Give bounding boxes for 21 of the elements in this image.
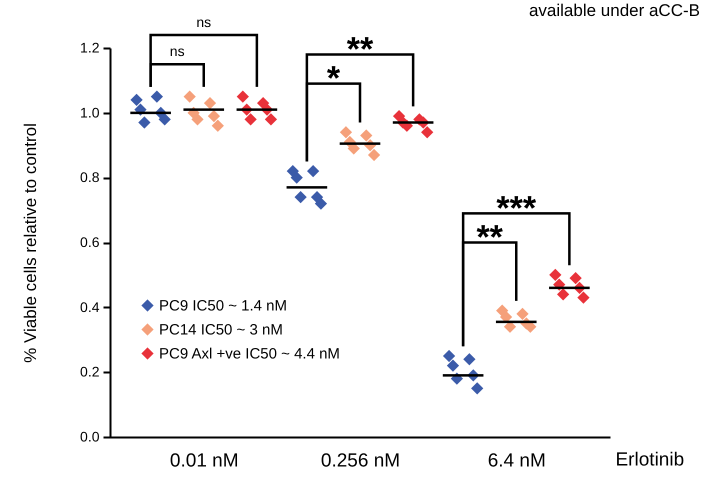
legend-label: PC9 Axl +ve IC50 ~ 4.4 nM (159, 346, 340, 362)
text: ns (196, 14, 212, 30)
annotation: * (326, 60, 341, 98)
x-tick-label: 6.4 nM (488, 450, 546, 472)
y-tick-label: 0.4 (80, 298, 100, 315)
legend-label: PC9 IC50 ~ 1.4 nM (159, 298, 287, 314)
y-tick-label: 1.0 (80, 104, 100, 120)
y-tick-label: 0.2 (80, 364, 100, 380)
legend-label: PC14 IC50 ~ 3 nM (159, 322, 283, 338)
text: available under aCC-B (528, 1, 700, 20)
x-axis-title: Erlotinib (616, 450, 684, 470)
y-tick-label: 0.0 (80, 428, 100, 444)
x-tick-label: 0.01 nM (170, 450, 239, 472)
annotation: ** (476, 218, 504, 256)
y-tick-label: 0.6 (80, 234, 100, 250)
x-tick-label: 0.256 nM (320, 450, 400, 472)
annotation: ** (346, 30, 374, 68)
y-axis-title: % Viable cells relative to control (21, 123, 40, 363)
y-tick-label: 0.8 (80, 169, 100, 186)
annotation: ns (170, 43, 185, 60)
y-tick-label: 1.2 (80, 40, 100, 56)
